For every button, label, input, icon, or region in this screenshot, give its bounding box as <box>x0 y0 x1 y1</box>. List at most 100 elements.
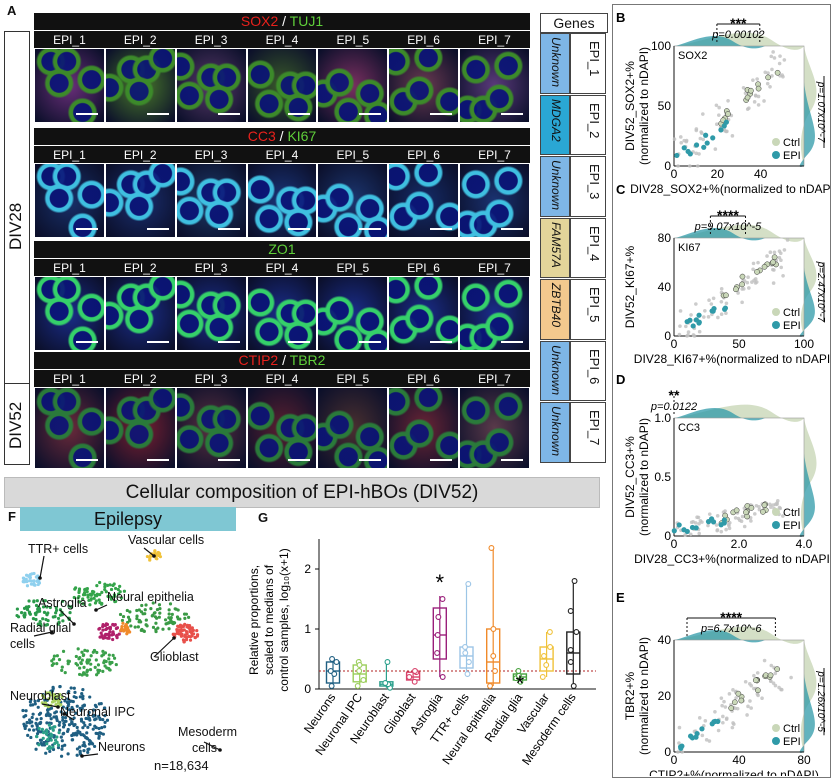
background-point <box>717 113 721 117</box>
umap-cell-point <box>51 694 55 698</box>
x-axis-label: DIV28_CC3+%(normalized to nDAPI) <box>634 552 830 566</box>
umap-cell-point <box>19 611 24 615</box>
box-data-point <box>439 674 446 680</box>
background-point <box>730 134 735 138</box>
umap-cell-point <box>68 611 72 615</box>
umap-cell-point <box>87 742 92 746</box>
background-point <box>771 281 776 285</box>
y-axis-label-line: scaled to medians of <box>262 564 276 675</box>
gene-color-cell <box>540 340 570 401</box>
umap-cell-point <box>126 615 131 619</box>
gene-name: Unknown <box>549 406 563 457</box>
umap-cell-point <box>30 724 34 728</box>
umap-cell-point <box>122 629 126 633</box>
umap-cell-point <box>81 726 85 730</box>
box-data-point <box>490 626 497 632</box>
microscopy-tile <box>318 388 388 468</box>
label-arrow <box>41 703 59 708</box>
legend-epi-label: EPI <box>783 320 801 332</box>
label-arrow <box>95 604 108 611</box>
background-point <box>701 137 706 142</box>
umap-cell-point <box>83 648 87 652</box>
background-point <box>740 300 744 305</box>
background-point <box>725 129 729 134</box>
umap-cell-point <box>50 663 54 667</box>
div52-box <box>4 383 30 465</box>
umap-cell-point <box>60 695 64 699</box>
umap-cell-point <box>101 649 105 653</box>
umap-cell-point <box>83 723 87 727</box>
scale-bar <box>146 459 169 461</box>
legend-epi-swatch <box>772 737 780 745</box>
microscopy-tile <box>460 164 529 237</box>
umap-cell-point <box>100 590 104 594</box>
umap-cell-point <box>36 622 40 626</box>
umap-cell-point <box>157 603 162 607</box>
background-point <box>714 103 719 108</box>
p-value-right: p=2.47x10^-7 <box>815 261 826 323</box>
umap-cell-point <box>94 658 98 662</box>
background-point <box>726 98 730 103</box>
background-point <box>765 81 770 86</box>
umap-cell-point <box>67 689 71 694</box>
stain-separator: / <box>278 352 290 368</box>
umap-cell-point <box>34 721 38 725</box>
umap-cell-point <box>80 691 84 696</box>
umap-cell-point <box>48 746 53 750</box>
stain-marker2: TBR2 <box>289 352 326 368</box>
umap-cell-point <box>44 617 48 622</box>
gene-epi-cell <box>570 33 606 94</box>
y-tick-label: 50 <box>658 99 672 113</box>
box-data-point <box>439 596 446 602</box>
epi-point <box>681 527 687 533</box>
background-point <box>672 137 677 141</box>
top-density-epi <box>674 227 765 241</box>
umap-cell-point <box>93 744 97 749</box>
umap-cell-point <box>184 612 189 616</box>
umap-cell-point <box>15 613 19 618</box>
umap-cell-point <box>32 599 36 603</box>
umap-cell-point <box>97 726 101 731</box>
umap-cell-point <box>38 609 42 613</box>
umap-cell-point <box>128 610 132 614</box>
umap-cell-point <box>167 608 171 612</box>
gene-name: ZBTB40 <box>549 283 563 328</box>
background-point <box>695 515 699 520</box>
umap-cell-point <box>51 685 55 689</box>
microscopy-tile <box>247 49 317 122</box>
scale-bar <box>288 459 311 461</box>
x-tick-label: 0 <box>671 337 678 351</box>
background-point <box>721 720 725 725</box>
legend-ctrl-label: Ctrl <box>783 307 800 319</box>
umap-cell-point <box>151 613 155 617</box>
box-plot: 0 1 2 Relative proportions, scaled to median… <box>247 539 596 768</box>
umap-cell-point <box>26 733 30 737</box>
scale-bar <box>217 228 240 230</box>
umap-cell-point <box>173 607 177 611</box>
background-point <box>773 502 778 507</box>
umap-cell-point <box>85 649 90 653</box>
umap-cell-point <box>79 719 84 723</box>
right-density-ctrl <box>800 46 817 166</box>
epi-point <box>696 320 702 326</box>
umap-cell-point <box>51 728 55 732</box>
background-point <box>773 671 778 676</box>
umap-cell-point <box>129 624 133 628</box>
umap-label: Radial glial <box>10 621 71 635</box>
umap-cell-point <box>98 601 102 605</box>
umap-cell-point <box>79 661 83 665</box>
umap-cell-point <box>60 744 65 748</box>
umap-cell-point <box>191 628 195 632</box>
umap-cell-point <box>15 607 19 611</box>
background-point <box>698 519 703 523</box>
umap-cell-point <box>85 673 89 677</box>
umap-cell-point <box>143 608 147 612</box>
umap-cell-point <box>103 714 107 718</box>
x-tick-label: 2.0 <box>731 537 748 551</box>
background-point <box>697 531 702 536</box>
top-density-epi <box>674 35 765 49</box>
umap-cell-point <box>85 731 89 735</box>
background-point <box>771 681 776 685</box>
umap-cell-point <box>54 611 58 615</box>
epi-point <box>693 525 699 531</box>
